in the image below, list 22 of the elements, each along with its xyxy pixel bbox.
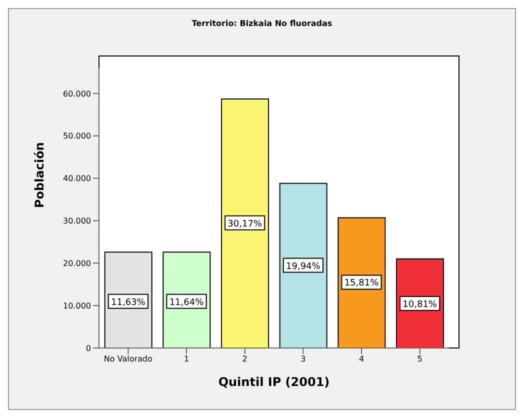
x-tick-label: No Valorado [104,354,152,364]
chart-title: Territorio: Bizkaia No fluoradas [190,18,334,28]
annotation: 15,81% [344,278,380,289]
y-tick-label: 40.000 [63,174,91,184]
y-tick-label: 20.000 [63,258,91,268]
y-tick-label: 0 [86,344,91,353]
annotation: 19,94% [286,262,321,272]
y-tick-label: 60.000 [63,89,91,98]
x-tick-label: 5 [417,354,422,364]
annotation: 11,64% [169,298,204,308]
x-tick-label: 2 [242,354,248,364]
y-tick-label: 30.000 [63,216,91,226]
y-axis-title: Población [32,142,46,208]
x-axis-title: Quintil IP (2001) [218,375,330,389]
x-tick-label: 3 [300,354,306,364]
annotation: 11,63% [111,298,146,308]
x-tick-label: 4 [358,354,364,364]
x-tick-label: 1 [184,354,190,364]
y-tick-label: 50.000 [63,132,91,141]
annotation: 10,81% [402,300,438,310]
y-tick-label: 10.000 [63,301,91,310]
annotation: 30,17% [228,219,262,230]
